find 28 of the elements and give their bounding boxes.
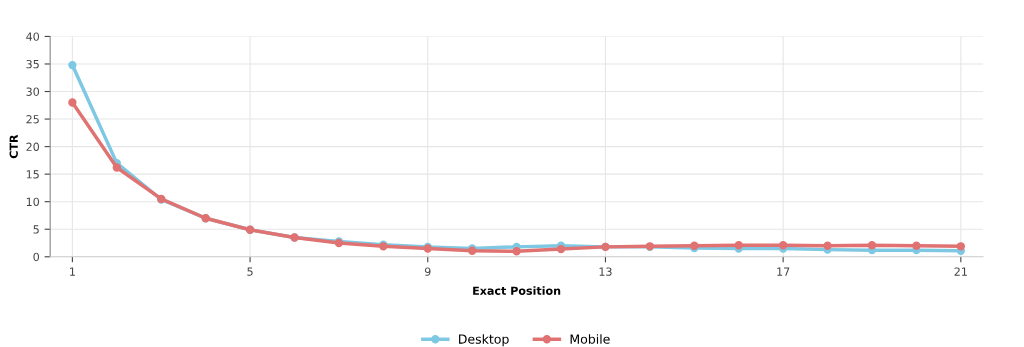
legend-label: Mobile [570, 334, 610, 344]
point [512, 247, 521, 256]
point [956, 242, 965, 251]
point [556, 244, 566, 254]
x-tick-label: 9 [424, 267, 431, 276]
x-tick-label: 13 [599, 267, 612, 276]
x-tick-label: 5 [247, 267, 253, 276]
y-tick-label: 10 [26, 197, 40, 207]
y-tick-label: 5 [33, 225, 39, 234]
y-tick-label: 15 [26, 170, 39, 179]
point [68, 98, 77, 107]
y-tick-label: 35 [26, 59, 39, 69]
x-axis-title: Exact Position [473, 286, 561, 295]
y-axis-title: CTR [9, 134, 18, 159]
x-tick-label: 1 [70, 267, 75, 276]
y-tick-label: 20 [26, 142, 40, 151]
point [68, 60, 77, 70]
legend-label: Desktop [459, 334, 509, 347]
point [823, 241, 832, 250]
point [867, 241, 877, 250]
point [112, 163, 121, 172]
point [912, 241, 921, 250]
x-tick-label: 21 [954, 267, 967, 276]
y-tick-label: 30 [26, 87, 40, 96]
y-tick-label: 25 [26, 115, 39, 124]
x-tick-label: 17 [777, 267, 790, 276]
y-tick-label: 40 [26, 32, 40, 41]
y-tick-label: 0 [33, 252, 40, 262]
